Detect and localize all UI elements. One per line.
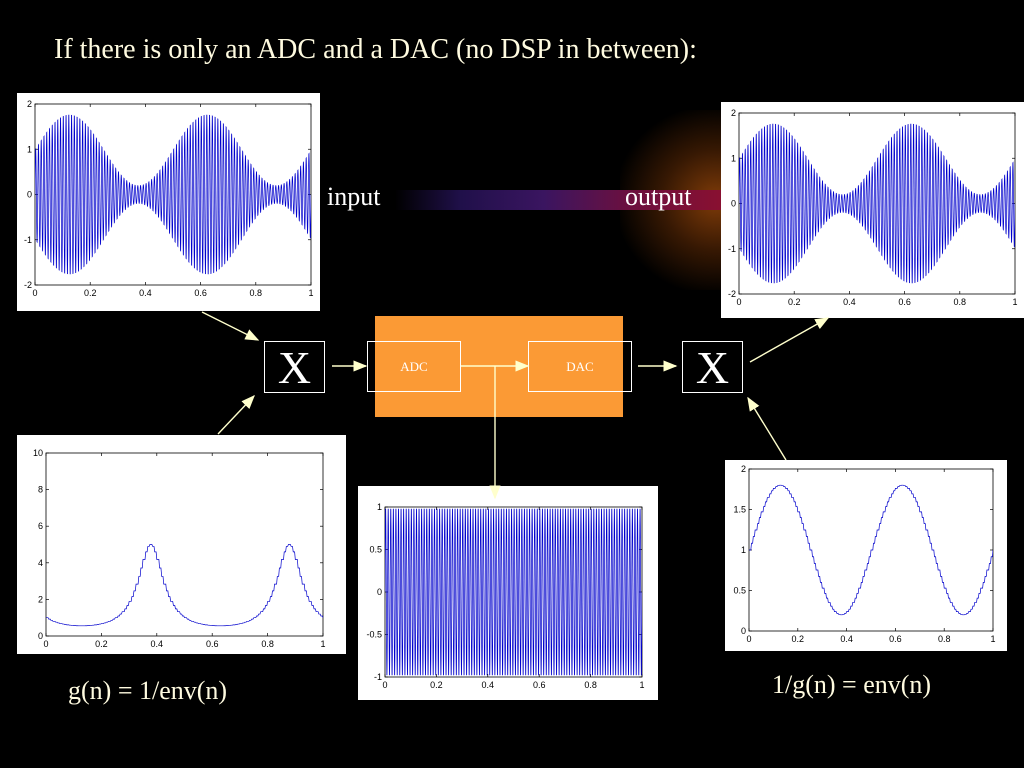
y-tick-label: 1.5 — [733, 505, 746, 515]
left-multiplier: X — [264, 341, 325, 393]
y-tick-label: 2 — [38, 594, 43, 604]
x-tick-label: 0.4 — [139, 288, 152, 298]
series-line — [385, 508, 642, 676]
y-tick-label: -2 — [24, 280, 32, 290]
x-tick-label: 0.2 — [792, 634, 805, 644]
y-tick-label: 0 — [741, 626, 746, 636]
y-tick-label: 2 — [741, 464, 746, 474]
right-multiplier: X — [682, 341, 743, 393]
x-tick-label: 1 — [1012, 297, 1017, 307]
y-tick-label: -1 — [374, 672, 382, 682]
x-tick-label: 0.8 — [584, 680, 597, 690]
series-line — [46, 544, 323, 627]
x-tick-label: 1 — [308, 288, 313, 298]
series-line — [35, 114, 311, 275]
y-tick-label: 0 — [377, 587, 382, 597]
y-tick-label: 0 — [38, 631, 43, 641]
caption-right: 1/g(n) = env(n) — [772, 670, 932, 699]
x-tick-label: 0 — [746, 634, 751, 644]
y-tick-label: -2 — [728, 289, 736, 299]
y-tick-label: 1 — [741, 545, 746, 555]
x-tick-label: 0.2 — [95, 639, 108, 649]
y-tick-label: 8 — [38, 485, 43, 495]
x-tick-label: 0 — [736, 297, 741, 307]
x-tick-label: 0.8 — [954, 297, 967, 307]
input-label: input — [327, 182, 381, 211]
x-tick-label: 0.4 — [843, 297, 856, 307]
output-label: output — [625, 182, 692, 211]
dac-label: DAC — [566, 358, 594, 374]
env-plot: 0 0.2 0.4 0.6 0.8 1 2 1.5 1 0.5 0 — [725, 460, 1007, 651]
y-tick-label: 1 — [27, 144, 32, 154]
x-tick-label: 0.4 — [482, 680, 495, 690]
x-tick-label: 0.4 — [151, 639, 164, 649]
arrow-env-to-mult — [747, 396, 787, 461]
x-tick-label: 0.2 — [788, 297, 801, 307]
x-tick-label: 0.6 — [533, 680, 546, 690]
x-tick-label: 0.4 — [840, 634, 853, 644]
y-tick-label: 1 — [731, 153, 736, 163]
y-tick-label: 4 — [38, 558, 43, 568]
arrow-mult-to-output — [749, 317, 830, 363]
y-tick-label: 0 — [731, 199, 736, 209]
x-tick-label: 0 — [43, 639, 48, 649]
x-tick-label: 0.2 — [84, 288, 97, 298]
x-tick-label: 0.6 — [194, 288, 207, 298]
adc-plot: 0 0.2 0.4 0.6 0.8 1 1 0.5 0 -0.5 -1 — [358, 486, 658, 700]
adc-label: ADC — [400, 358, 428, 374]
x-tick-label: 0.8 — [261, 639, 274, 649]
y-tick-label: -0.5 — [366, 630, 382, 640]
x-tick-label: 0.2 — [430, 680, 443, 690]
x-tick-label: 0.8 — [938, 634, 951, 644]
y-tick-label: -1 — [24, 235, 32, 245]
x-tick-label: 0.8 — [250, 288, 263, 298]
right-multiplier-symbol: X — [695, 341, 730, 393]
caption-left: g(n) = 1/env(n) — [68, 676, 228, 705]
plot-frame — [45, 452, 324, 637]
series-line — [749, 484, 993, 616]
x-tick-label: 0 — [382, 680, 387, 690]
output-plot: 0 0.2 0.4 0.6 0.8 1 2 1 0 -1 -2 — [721, 102, 1024, 318]
x-tick-label: 0 — [32, 288, 37, 298]
x-tick-label: 1 — [990, 634, 995, 644]
arrow-g-to-mult — [217, 394, 255, 435]
arrow-input-to-mult — [201, 311, 260, 341]
signal-band — [395, 190, 725, 210]
adc-block: ADC — [367, 341, 461, 392]
g-plot: 0 0.2 0.4 0.6 0.8 1 10 8 6 4 2 0 — [17, 435, 346, 654]
left-multiplier-symbol: X — [277, 341, 312, 393]
x-tick-label: 1 — [639, 680, 644, 690]
y-tick-label: 0.5 — [733, 586, 746, 596]
y-tick-label: -1 — [728, 244, 736, 254]
input-plot: 0 0.2 0.4 0.6 0.8 1 2 1 0 -1 -2 — [17, 93, 320, 311]
y-tick-label: 1 — [377, 502, 382, 512]
slide-title: If there is only an ADC and a DAC (no DS… — [54, 34, 697, 65]
y-tick-label: 2 — [27, 99, 32, 109]
x-tick-label: 1 — [320, 639, 325, 649]
y-tick-label: 6 — [38, 521, 43, 531]
y-tick-label: 0 — [27, 190, 32, 200]
x-tick-label: 0.6 — [898, 297, 911, 307]
y-tick-label: 2 — [731, 108, 736, 118]
series-line — [739, 123, 1015, 284]
x-tick-label: 0.6 — [889, 634, 902, 644]
y-tick-label: 0.5 — [369, 545, 382, 555]
y-tick-label: 10 — [33, 448, 43, 458]
x-tick-label: 0.6 — [206, 639, 219, 649]
